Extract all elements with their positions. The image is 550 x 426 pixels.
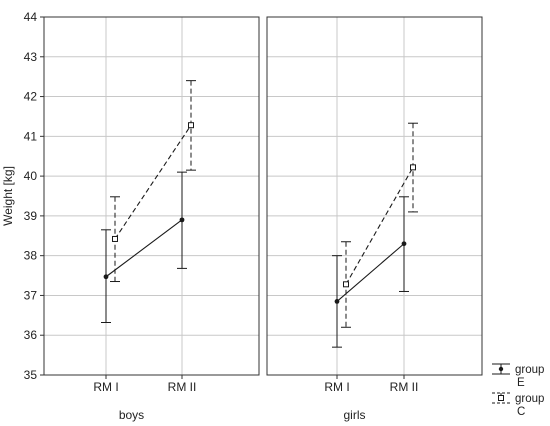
y-tick-label: 39	[24, 209, 38, 223]
plot-frame	[266, 16, 483, 376]
panel-title: girls	[343, 408, 365, 422]
y-tick-label: 36	[24, 328, 38, 342]
y-axis-label: Weight [kg]	[1, 166, 15, 226]
panel-title: boys	[119, 408, 144, 422]
series-group-c	[341, 122, 418, 328]
series-line	[105, 219, 183, 278]
legend-label: group	[515, 393, 544, 405]
legend-marker	[498, 366, 504, 372]
series-line	[114, 124, 192, 240]
data-point	[179, 217, 185, 223]
y-tick-label: 41	[24, 129, 38, 143]
panel-girls: RM I RM II girls	[266, 16, 483, 422]
data-point	[410, 164, 416, 171]
x-tick-label: RM I	[93, 380, 118, 394]
legend-marker	[498, 395, 504, 401]
y-tick-label: 35	[24, 368, 38, 382]
legend-label-suffix: C	[517, 406, 525, 418]
y-tick-label: 42	[24, 90, 38, 104]
plot-frame	[43, 16, 260, 376]
y-tick-label: 44	[24, 10, 38, 24]
series-group-e	[332, 196, 409, 348]
y-tick-label: 43	[24, 50, 38, 64]
data-point	[112, 235, 118, 242]
data-point	[343, 281, 349, 288]
legend-label-suffix: E	[517, 377, 525, 389]
data-point	[334, 299, 340, 304]
y-tick-label: 40	[24, 169, 38, 183]
y-tick-label: 38	[24, 249, 38, 263]
panel-boys: 35 36 37 38 39 40 41 42 43 44 RM I RM II boys	[24, 10, 260, 422]
x-tick-label: RM II	[168, 380, 197, 394]
series-group-c	[110, 80, 196, 283]
data-point	[401, 241, 407, 247]
x-tick-label: RM II	[390, 380, 419, 394]
x-tick-label: RM I	[324, 380, 349, 394]
series-line	[336, 243, 405, 302]
legend-label: group	[515, 364, 544, 376]
data-point	[188, 122, 194, 129]
series-line	[345, 167, 414, 285]
series-group-e	[101, 171, 187, 323]
y-tick-label: 37	[24, 288, 38, 302]
data-point	[103, 274, 109, 280]
